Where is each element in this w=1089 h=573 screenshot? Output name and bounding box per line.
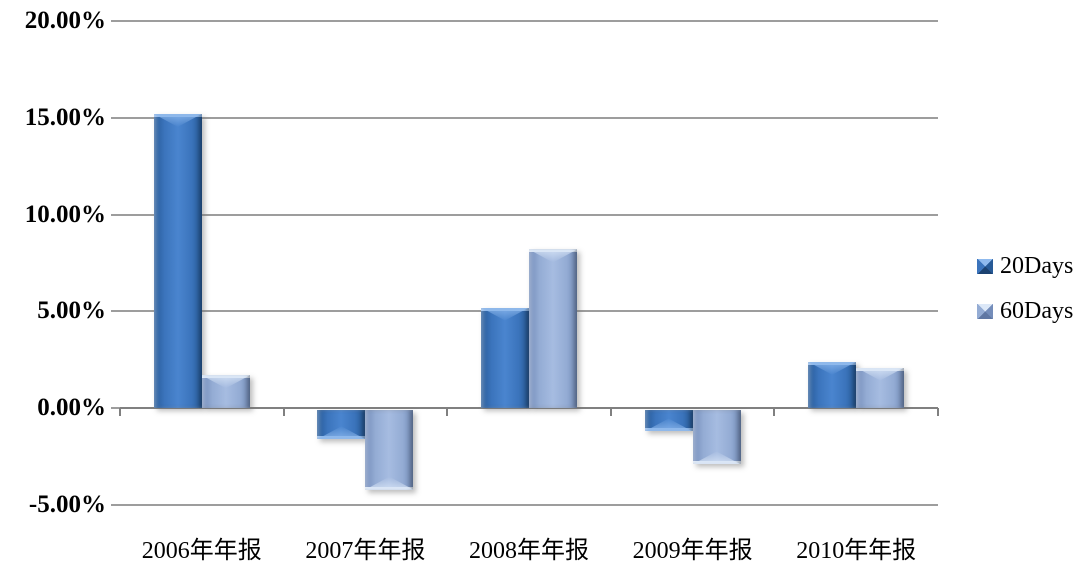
x-axis-tick xyxy=(283,408,285,417)
x-axis-label: 2010年年报 xyxy=(796,538,917,564)
x-axis-line xyxy=(120,407,938,410)
y-axis-tick-label: 15.00% xyxy=(24,103,106,131)
bar-60days-1 xyxy=(365,410,414,490)
y-axis-tick-label: 20.00% xyxy=(24,7,106,34)
legend: 20Days 60Days xyxy=(977,252,1073,342)
bar-20days-3 xyxy=(644,410,693,432)
bar-gloss xyxy=(644,418,693,432)
gridline xyxy=(120,116,938,119)
y-axis-tick xyxy=(111,20,120,22)
bar-60days-2 xyxy=(529,249,577,409)
bar-gloss xyxy=(856,367,905,381)
y-axis-tick xyxy=(111,310,120,313)
legend-swatch-icon xyxy=(977,303,993,319)
y-axis-tick-label: 10.00% xyxy=(24,200,106,228)
bar-60days-4 xyxy=(856,367,905,409)
legend-item-20days: 20Days xyxy=(977,252,1073,280)
gridline xyxy=(120,213,938,216)
bar-20days-4 xyxy=(808,361,857,409)
bar-gloss xyxy=(365,476,414,490)
x-axis-tick xyxy=(937,408,939,417)
x-axis-tick xyxy=(119,408,121,417)
bar-gloss xyxy=(317,426,366,440)
plot-area xyxy=(111,20,939,506)
y-axis-tick-label: -5.00% xyxy=(28,491,106,518)
x-axis-tick xyxy=(446,408,448,417)
gridline xyxy=(120,20,938,22)
legend-item-60days: 60Days xyxy=(977,297,1073,325)
legend-swatch-icon xyxy=(977,258,993,274)
y-axis-tick-label: 0.00% xyxy=(37,394,106,422)
bar-gloss xyxy=(808,361,857,375)
y-axis-tick xyxy=(111,213,120,216)
gridline xyxy=(120,504,938,506)
x-axis-label: 2008年年报 xyxy=(469,538,589,564)
bar-gloss xyxy=(201,375,250,389)
bar-gloss xyxy=(153,113,202,127)
x-axis-label: 2007年年报 xyxy=(305,538,426,564)
y-axis-tick xyxy=(111,504,120,506)
bar-20days-1 xyxy=(317,410,366,440)
x-axis-label: 2009年年报 xyxy=(632,538,753,564)
legend-label: 20Days xyxy=(1000,253,1074,279)
y-axis-tick xyxy=(111,407,120,410)
y-axis-tick xyxy=(111,116,120,119)
bar-20days-0 xyxy=(153,113,202,409)
bar-60days-0 xyxy=(201,375,250,409)
bar-gloss xyxy=(692,451,741,465)
legend-label: 60Days xyxy=(1000,298,1074,324)
bar-60days-3 xyxy=(692,410,741,465)
bar-20days-2 xyxy=(481,307,529,409)
x-axis-tick xyxy=(773,408,775,417)
bar-gloss xyxy=(529,249,577,263)
x-axis-tick xyxy=(610,408,612,417)
bar-gloss xyxy=(481,307,529,321)
y-axis-tick-label: 5.00% xyxy=(37,297,106,325)
x-axis-label: 2006年年报 xyxy=(141,538,262,564)
